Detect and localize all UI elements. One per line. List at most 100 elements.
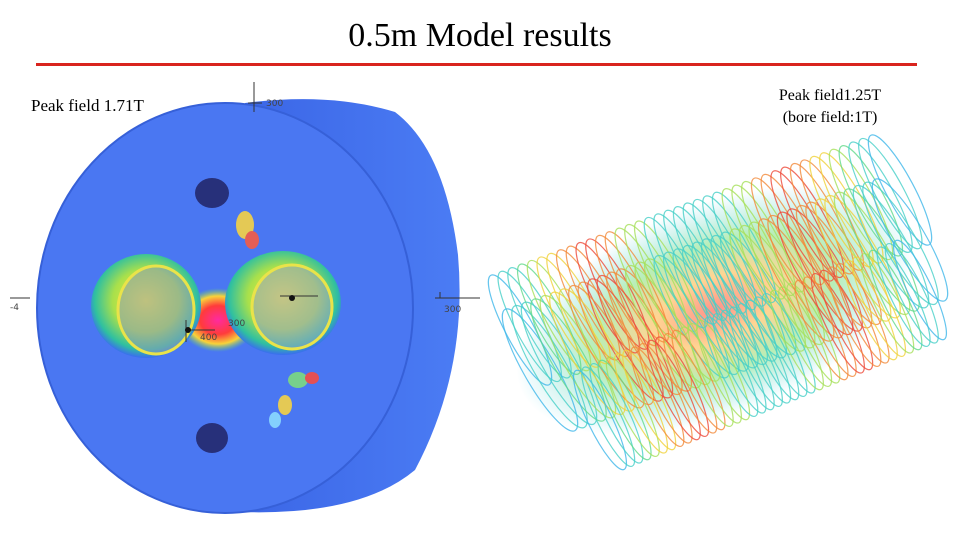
axis-mark-right: 300 — [444, 305, 461, 315]
axis-mark-center-b: 300 — [228, 319, 245, 329]
coil-turn — [682, 202, 748, 314]
coil-turn — [638, 342, 693, 444]
coil-turn — [704, 316, 759, 418]
coil-turn — [737, 302, 792, 404]
bore-left — [91, 254, 201, 358]
coil-turn — [828, 148, 894, 261]
coil-turn — [663, 209, 728, 322]
coil-turn — [892, 239, 948, 341]
coil-turn — [679, 326, 734, 428]
axis-mark-left: -4 — [10, 303, 19, 313]
coil-turn — [729, 228, 806, 352]
coil-turn — [692, 198, 757, 311]
coil-turn — [577, 281, 655, 406]
origin-marker-2 — [289, 295, 295, 301]
right-peak-line2: (bore field:1T) — [782, 109, 878, 126]
coil-turn — [876, 246, 931, 348]
coil-field-map — [487, 134, 949, 471]
coil-turn — [605, 356, 660, 458]
coil-turn — [682, 244, 759, 369]
title-divider — [36, 63, 917, 66]
coil-turn — [843, 259, 898, 361]
coil-turn — [581, 366, 636, 468]
coil-turn — [487, 274, 553, 386]
coil-turn — [819, 152, 884, 264]
axis-mark-top: 300 — [266, 99, 283, 109]
coil-turn — [589, 362, 644, 464]
coil-turn — [710, 234, 787, 359]
coil-turn — [530, 298, 607, 422]
yoke-hole-top — [195, 178, 229, 208]
coil-turn — [778, 286, 833, 388]
right-peak-label: Peak field1.25T (bore field:1T) — [760, 85, 900, 129]
yoke-hole-bottom — [196, 423, 228, 453]
coil-turn — [497, 270, 562, 383]
coil-turn — [741, 180, 806, 293]
coil-turn — [835, 262, 890, 364]
coil-turn — [696, 319, 751, 421]
axis-marks-left — [10, 82, 480, 342]
coil-turn — [539, 294, 617, 419]
coil-turn — [851, 256, 907, 358]
coil-turn — [728, 306, 783, 408]
coil-turn — [769, 289, 824, 391]
coil-turn — [719, 231, 797, 356]
coil-turn — [794, 279, 849, 381]
coil-turn — [622, 349, 677, 451]
coil-turn — [597, 359, 652, 461]
slide-title: 0.5m Model results — [348, 17, 612, 54]
bore-right — [225, 251, 341, 355]
coil-turn — [687, 322, 742, 424]
coil-turn — [572, 369, 628, 471]
coil-turn — [511, 304, 588, 429]
coil-turn — [862, 181, 939, 306]
coil-turn — [501, 308, 579, 432]
right-peak-line1: Peak field1.25T — [778, 87, 882, 104]
coil-turn — [810, 272, 865, 374]
coil-turn — [702, 195, 767, 307]
coil-turn — [634, 261, 712, 386]
coil-turn — [805, 201, 882, 326]
coil-turn — [565, 245, 631, 358]
coil-turn — [663, 332, 718, 434]
coil-turn — [860, 252, 915, 354]
coil-turn — [824, 194, 901, 319]
coil-turn — [644, 258, 721, 382]
coil-turn — [516, 263, 582, 375]
coil-turn — [568, 284, 645, 409]
coil-turn — [671, 329, 726, 431]
axis-mark-center-a: 400 — [200, 333, 217, 343]
coil-turn — [827, 266, 882, 368]
coil-turn — [838, 145, 904, 257]
coil-turn — [691, 241, 768, 366]
coil-turn — [884, 242, 939, 344]
coil-turn — [789, 162, 855, 275]
coil-turn — [720, 309, 775, 411]
coil-turn — [615, 268, 693, 392]
coil-turn — [507, 267, 572, 379]
coil-turn — [753, 296, 808, 398]
coil-turn — [843, 188, 920, 312]
coil-turn — [646, 339, 701, 441]
coil-turn — [767, 214, 844, 339]
coil-turn — [711, 191, 777, 304]
coil-turn — [613, 352, 669, 454]
coil-turn — [653, 213, 718, 325]
coil-turn — [655, 336, 710, 438]
origin-marker — [185, 327, 191, 333]
coil-turn — [596, 274, 674, 399]
coil-turn — [721, 188, 787, 300]
coil-turn — [587, 278, 664, 402]
coil-turn — [630, 346, 685, 448]
coil-turn — [786, 282, 841, 384]
coil-turn — [745, 299, 800, 401]
coil-turn — [520, 301, 598, 426]
coil-turn — [802, 276, 857, 378]
coil-turn — [653, 254, 731, 379]
coil-turn — [819, 269, 874, 371]
left-peak-label: Peak field 1.71T — [31, 96, 144, 115]
coil-turn — [663, 251, 740, 376]
coil-turn — [868, 249, 923, 351]
coil-turn — [712, 312, 767, 414]
